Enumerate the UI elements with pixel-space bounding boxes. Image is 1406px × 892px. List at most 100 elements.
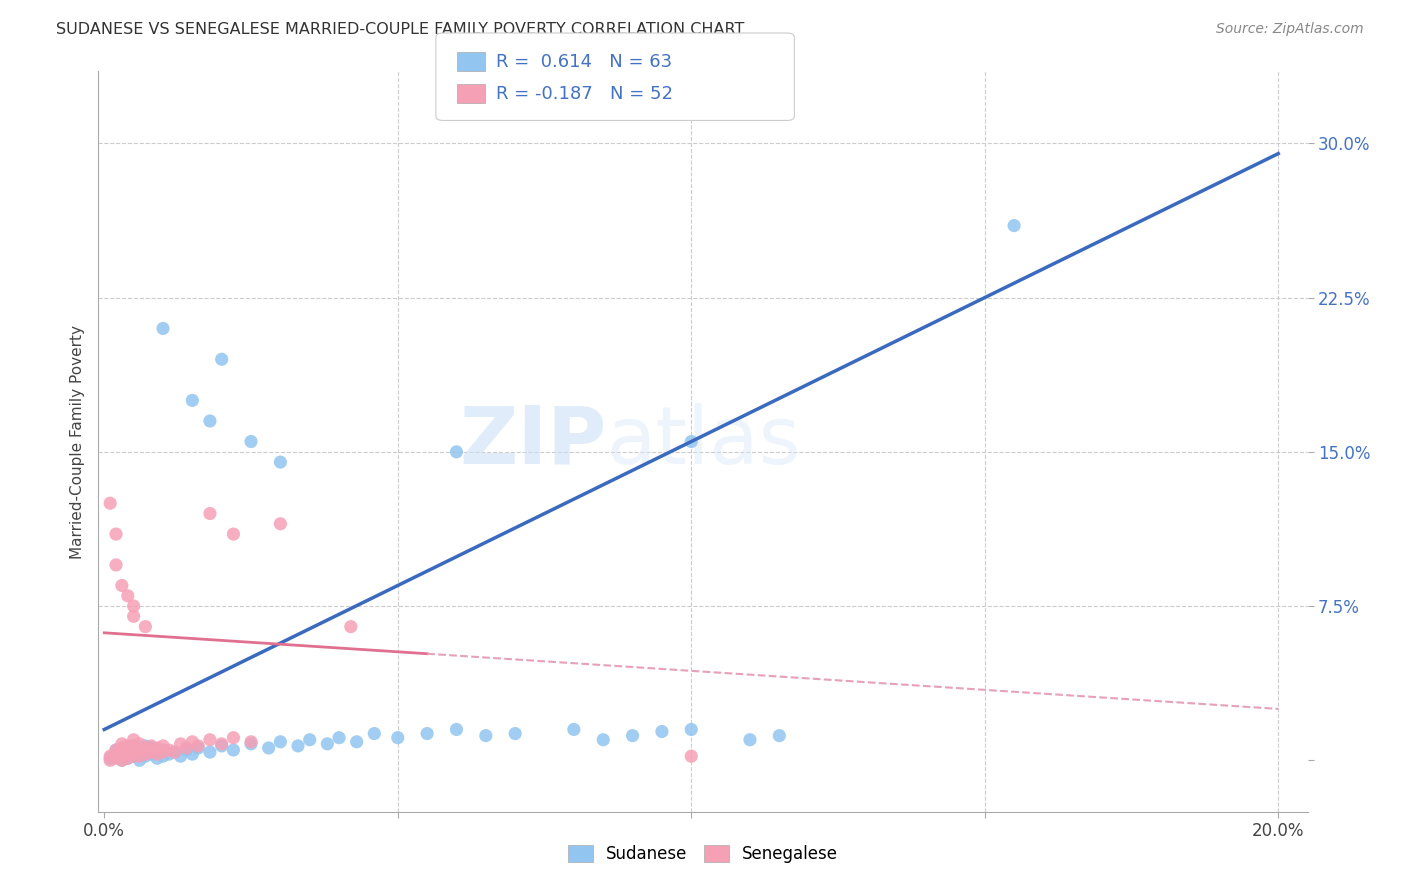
Point	[146, 741, 169, 756]
Point	[146, 745, 169, 759]
Point	[141, 741, 163, 756]
Point	[211, 352, 233, 367]
Point	[621, 729, 644, 743]
Point	[169, 737, 191, 751]
Point	[346, 735, 368, 749]
Point	[187, 741, 209, 756]
Point	[122, 745, 145, 759]
Point	[187, 739, 209, 753]
Point	[222, 731, 245, 745]
Point	[198, 732, 221, 747]
Point	[163, 745, 186, 759]
Point	[681, 434, 703, 449]
Point	[111, 749, 134, 764]
Point	[269, 735, 291, 749]
Point	[111, 753, 134, 767]
Point	[128, 753, 150, 767]
Point	[111, 737, 134, 751]
Point	[240, 735, 263, 749]
Point	[240, 737, 263, 751]
Point	[181, 747, 204, 761]
Point	[134, 741, 156, 756]
Point	[475, 729, 498, 743]
Point	[122, 749, 145, 764]
Point	[152, 745, 174, 759]
Point	[105, 527, 128, 541]
Point	[117, 741, 139, 756]
Point	[169, 749, 191, 764]
Point	[117, 747, 139, 761]
Point	[122, 739, 145, 753]
Point	[128, 737, 150, 751]
Point	[117, 751, 139, 765]
Point	[152, 739, 174, 753]
Point	[122, 732, 145, 747]
Point	[122, 739, 145, 753]
Point	[111, 578, 134, 592]
Point	[98, 753, 121, 767]
Point	[651, 724, 673, 739]
Point	[446, 445, 468, 459]
Point	[592, 732, 614, 747]
Point	[240, 434, 263, 449]
Point	[105, 743, 128, 757]
Point	[257, 741, 280, 756]
Point	[416, 726, 439, 740]
Legend: Sudanese, Senegalese: Sudanese, Senegalese	[561, 838, 845, 870]
Point	[117, 589, 139, 603]
Point	[768, 729, 790, 743]
Point	[128, 743, 150, 757]
Point	[141, 739, 163, 753]
Point	[387, 731, 409, 745]
Point	[105, 747, 128, 761]
Point	[134, 739, 156, 753]
Point	[681, 723, 703, 737]
Point	[146, 751, 169, 765]
Point	[681, 749, 703, 764]
Point	[269, 516, 291, 531]
Point	[122, 745, 145, 759]
Point	[503, 726, 526, 740]
Text: ZIP: ZIP	[458, 402, 606, 481]
Point	[122, 749, 145, 764]
Point	[152, 749, 174, 764]
Point	[269, 455, 291, 469]
Y-axis label: Married-Couple Family Poverty: Married-Couple Family Poverty	[69, 325, 84, 558]
Point	[152, 321, 174, 335]
Point	[328, 731, 350, 745]
Point	[128, 747, 150, 761]
Point	[111, 745, 134, 759]
Text: Source: ZipAtlas.com: Source: ZipAtlas.com	[1216, 22, 1364, 37]
Point	[105, 751, 128, 765]
Point	[176, 743, 198, 757]
Point	[98, 751, 121, 765]
Point	[141, 747, 163, 761]
Point	[117, 739, 139, 753]
Point	[163, 745, 186, 759]
Point	[146, 747, 169, 761]
Point	[181, 735, 204, 749]
Point	[122, 609, 145, 624]
Point	[105, 558, 128, 572]
Point	[152, 743, 174, 757]
Point	[363, 726, 385, 740]
Point	[105, 743, 128, 757]
Point	[105, 749, 128, 764]
Point	[98, 496, 121, 510]
Point	[198, 507, 221, 521]
Point	[128, 743, 150, 757]
Point	[117, 751, 139, 765]
Point	[287, 739, 309, 753]
Point	[446, 723, 468, 737]
Point	[562, 723, 585, 737]
Point	[111, 741, 134, 756]
Point	[157, 743, 180, 757]
Point	[222, 743, 245, 757]
Point	[134, 749, 156, 764]
Point	[134, 747, 156, 761]
Point	[134, 620, 156, 634]
Point	[1002, 219, 1025, 233]
Point	[111, 753, 134, 767]
Point	[316, 737, 339, 751]
Point	[176, 741, 198, 756]
